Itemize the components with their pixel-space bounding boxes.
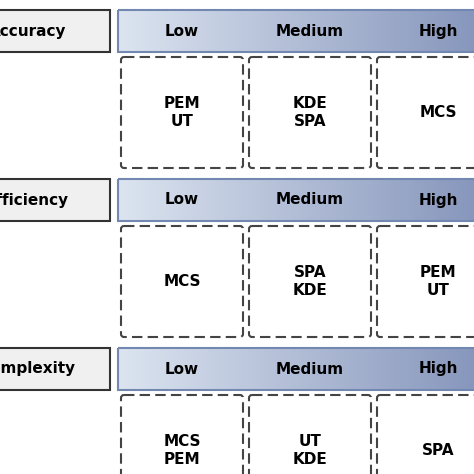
FancyBboxPatch shape bbox=[249, 395, 371, 474]
FancyBboxPatch shape bbox=[121, 57, 243, 168]
Text: Low: Low bbox=[165, 362, 199, 376]
FancyBboxPatch shape bbox=[249, 57, 371, 168]
FancyBboxPatch shape bbox=[121, 395, 243, 474]
Bar bbox=[0, 179, 110, 221]
FancyBboxPatch shape bbox=[121, 226, 243, 337]
Bar bbox=[0, 348, 110, 390]
Bar bbox=[118, 348, 474, 390]
FancyBboxPatch shape bbox=[249, 226, 371, 337]
Text: Complexity: Complexity bbox=[0, 362, 75, 376]
Text: PEM
UT: PEM UT bbox=[419, 265, 456, 298]
Text: MCS
PEM: MCS PEM bbox=[163, 434, 201, 467]
Text: Low: Low bbox=[165, 192, 199, 208]
Text: Accuracy: Accuracy bbox=[0, 24, 66, 38]
Text: Low: Low bbox=[165, 24, 199, 38]
Text: UT
KDE: UT KDE bbox=[292, 434, 328, 467]
Bar bbox=[0, 10, 110, 52]
Text: Medium: Medium bbox=[276, 192, 344, 208]
Text: High: High bbox=[418, 362, 458, 376]
Text: Efficiency: Efficiency bbox=[0, 192, 69, 208]
FancyBboxPatch shape bbox=[377, 57, 474, 168]
Text: KDE
SPA: KDE SPA bbox=[292, 96, 328, 129]
FancyBboxPatch shape bbox=[377, 226, 474, 337]
Text: MCS: MCS bbox=[163, 274, 201, 289]
Text: MCS: MCS bbox=[419, 105, 457, 120]
Text: High: High bbox=[418, 24, 458, 38]
Text: High: High bbox=[418, 192, 458, 208]
Text: SPA
KDE: SPA KDE bbox=[292, 265, 328, 298]
Text: Medium: Medium bbox=[276, 362, 344, 376]
FancyBboxPatch shape bbox=[377, 395, 474, 474]
Text: Medium: Medium bbox=[276, 24, 344, 38]
Bar bbox=[118, 179, 474, 221]
Text: PEM
UT: PEM UT bbox=[164, 96, 201, 129]
Text: SPA: SPA bbox=[422, 443, 454, 458]
Bar bbox=[118, 10, 474, 52]
